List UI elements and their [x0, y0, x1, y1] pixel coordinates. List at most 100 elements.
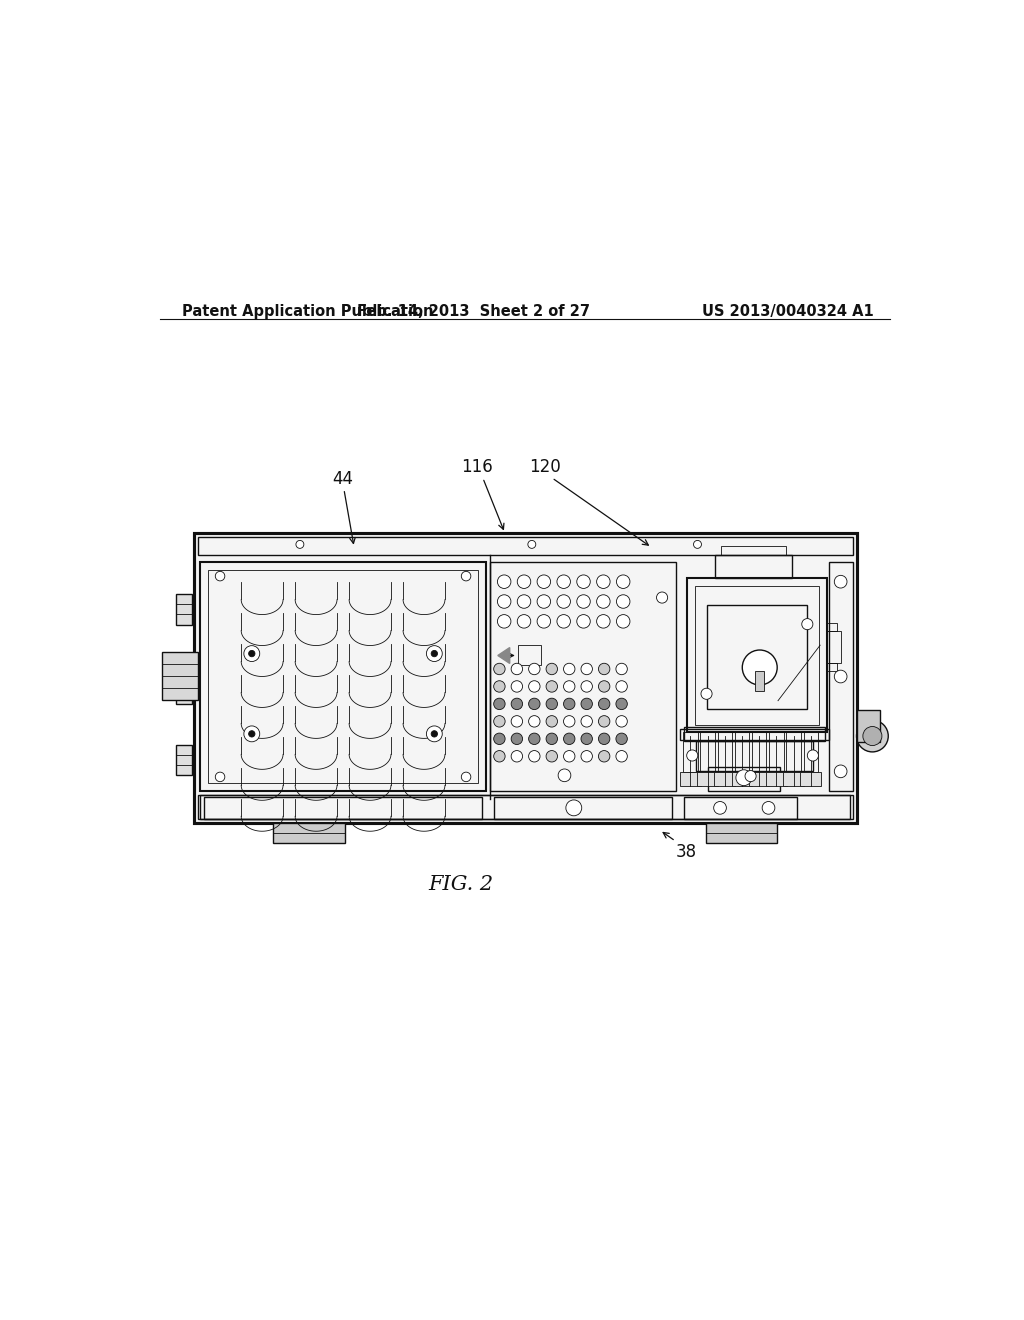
Bar: [162, 652, 198, 700]
Circle shape: [511, 751, 522, 762]
Bar: [718, 733, 732, 772]
Circle shape: [527, 540, 536, 548]
Circle shape: [563, 698, 574, 710]
Circle shape: [616, 615, 630, 628]
Circle shape: [538, 615, 551, 628]
Bar: [198, 795, 853, 818]
Circle shape: [863, 726, 882, 746]
Circle shape: [714, 801, 726, 814]
Circle shape: [494, 663, 505, 675]
Bar: [694, 586, 819, 725]
Circle shape: [461, 772, 471, 781]
Circle shape: [494, 681, 505, 692]
Circle shape: [598, 751, 610, 762]
Bar: [827, 631, 842, 663]
Circle shape: [511, 733, 522, 744]
Circle shape: [615, 733, 628, 744]
Circle shape: [577, 615, 590, 628]
Circle shape: [598, 663, 610, 675]
Bar: [786, 733, 801, 772]
Circle shape: [656, 591, 668, 603]
Polygon shape: [498, 648, 510, 664]
Circle shape: [528, 733, 540, 744]
Circle shape: [736, 770, 752, 785]
Circle shape: [701, 688, 712, 700]
Circle shape: [597, 595, 610, 609]
Circle shape: [802, 619, 813, 630]
Circle shape: [615, 751, 628, 762]
Bar: [828, 562, 853, 791]
Text: Patent Application Publication: Patent Application Publication: [182, 304, 433, 318]
Circle shape: [538, 576, 551, 589]
Circle shape: [615, 663, 628, 675]
Circle shape: [557, 615, 570, 628]
Circle shape: [249, 731, 255, 737]
Circle shape: [215, 772, 225, 781]
Bar: [204, 797, 482, 818]
Circle shape: [511, 681, 522, 692]
Circle shape: [598, 733, 610, 744]
Text: Feb. 14, 2013  Sheet 2 of 27: Feb. 14, 2013 Sheet 2 of 27: [356, 304, 590, 318]
Circle shape: [517, 595, 530, 609]
Bar: [176, 746, 193, 775]
Bar: [208, 570, 478, 783]
Circle shape: [742, 649, 777, 685]
Circle shape: [581, 663, 593, 675]
Circle shape: [546, 751, 557, 762]
Bar: [700, 733, 715, 772]
Bar: [198, 537, 853, 556]
Circle shape: [511, 698, 522, 710]
Circle shape: [581, 733, 593, 744]
Circle shape: [528, 698, 540, 710]
Circle shape: [498, 615, 511, 628]
Circle shape: [494, 698, 505, 710]
Bar: [706, 822, 777, 842]
Bar: [709, 767, 779, 791]
Bar: [680, 772, 700, 787]
Circle shape: [597, 576, 610, 589]
Circle shape: [546, 733, 557, 744]
Circle shape: [511, 663, 522, 675]
Circle shape: [762, 801, 775, 814]
Circle shape: [494, 751, 505, 762]
Bar: [696, 742, 813, 771]
Circle shape: [528, 751, 540, 762]
Circle shape: [546, 715, 557, 727]
Text: 44: 44: [332, 470, 353, 488]
Circle shape: [581, 751, 593, 762]
Bar: [273, 822, 345, 842]
Bar: [683, 733, 697, 772]
Bar: [856, 710, 881, 742]
Bar: [684, 797, 797, 818]
Circle shape: [856, 721, 888, 752]
Bar: [804, 733, 818, 772]
Circle shape: [431, 731, 437, 737]
Circle shape: [528, 663, 540, 675]
Circle shape: [563, 733, 574, 744]
Circle shape: [494, 715, 505, 727]
Bar: [827, 663, 837, 671]
Bar: [494, 797, 673, 818]
Circle shape: [616, 595, 630, 609]
Circle shape: [431, 651, 437, 657]
Bar: [684, 727, 824, 742]
Bar: [176, 673, 193, 704]
Text: FIG. 2: FIG. 2: [429, 875, 494, 895]
Bar: [680, 729, 828, 739]
Circle shape: [215, 572, 225, 581]
Circle shape: [517, 615, 530, 628]
Circle shape: [598, 698, 610, 710]
Circle shape: [577, 595, 590, 609]
Bar: [518, 645, 542, 665]
Circle shape: [616, 576, 630, 589]
Circle shape: [498, 595, 511, 609]
Circle shape: [581, 681, 593, 692]
Circle shape: [244, 645, 260, 661]
Circle shape: [244, 726, 260, 742]
Circle shape: [566, 800, 582, 816]
Circle shape: [517, 576, 530, 589]
Circle shape: [461, 572, 471, 581]
Bar: [194, 533, 856, 822]
Bar: [735, 733, 750, 772]
Circle shape: [557, 576, 570, 589]
